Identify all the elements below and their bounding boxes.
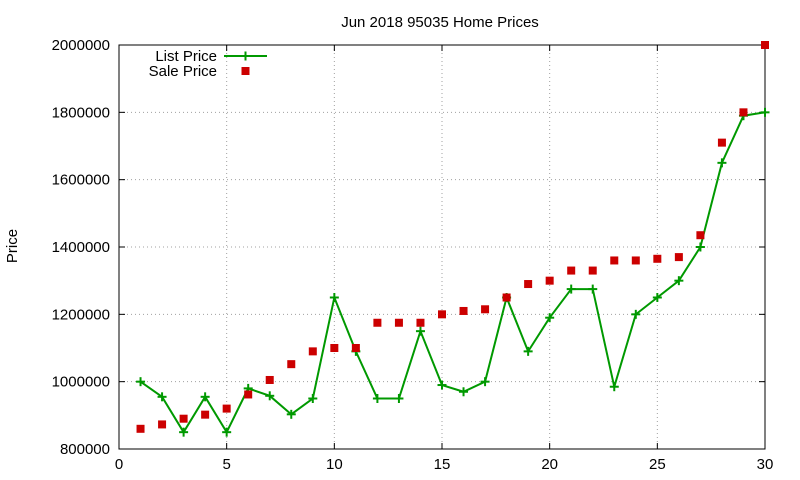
point-list-price bbox=[136, 377, 146, 387]
y-tick-label: 1400000 bbox=[52, 239, 110, 256]
x-tick-label: 15 bbox=[434, 456, 451, 473]
point-list-price bbox=[329, 293, 339, 302]
point-sale-price bbox=[222, 404, 231, 413]
x-tick-label: 5 bbox=[222, 456, 230, 473]
y-tick-label: 1000000 bbox=[52, 374, 110, 391]
point-sale-price bbox=[244, 390, 253, 399]
point-list-price bbox=[631, 309, 641, 319]
x-tick-labels: 0 5 10 15 20 25 30 bbox=[115, 456, 774, 473]
point-list-price bbox=[394, 394, 404, 403]
point-list-price bbox=[545, 313, 555, 323]
point-sale-price bbox=[696, 231, 705, 240]
y-tick-label: 800000 bbox=[60, 441, 110, 458]
point-sale-price bbox=[136, 424, 145, 433]
point-sale-price bbox=[653, 254, 662, 263]
point-sale-price bbox=[201, 410, 210, 419]
x-tick-label: 25 bbox=[649, 456, 666, 473]
point-list-price bbox=[157, 392, 167, 402]
point-list-price bbox=[566, 284, 576, 294]
point-sale-price bbox=[438, 310, 446, 319]
legend-swatch-sale-price bbox=[241, 67, 250, 75]
y-tick-label: 1800000 bbox=[52, 104, 110, 121]
legend-label-sale-price: Sale Price bbox=[149, 63, 217, 80]
x-tick-label: 10 bbox=[326, 456, 343, 473]
point-sale-price bbox=[459, 306, 468, 315]
point-list-price bbox=[308, 394, 318, 403]
point-sale-price bbox=[158, 420, 167, 429]
point-list-price bbox=[179, 427, 189, 437]
point-list-price bbox=[415, 326, 425, 336]
point-sale-price bbox=[179, 414, 188, 423]
legend: List Price Sale Price bbox=[149, 48, 267, 80]
point-list-price bbox=[437, 380, 447, 390]
point-list-price bbox=[480, 377, 490, 387]
point-sale-price bbox=[394, 318, 403, 327]
point-sale-price bbox=[524, 280, 533, 289]
legend-swatch-list-price bbox=[224, 51, 267, 61]
legend-label-list-price: List Price bbox=[155, 48, 217, 65]
point-list-price bbox=[674, 276, 684, 286]
point-sale-price bbox=[265, 375, 274, 384]
point-sale-price bbox=[717, 138, 726, 147]
series-layer bbox=[136, 41, 770, 437]
x-tick-label: 0 bbox=[115, 456, 123, 473]
point-sale-price bbox=[610, 256, 619, 265]
point-sale-price bbox=[287, 360, 296, 369]
y-axis-label: Price bbox=[4, 229, 21, 263]
point-sale-price bbox=[481, 305, 490, 314]
point-list-price bbox=[286, 409, 296, 419]
legend-marker bbox=[241, 51, 250, 61]
point-list-price bbox=[717, 158, 727, 168]
point-sale-price bbox=[588, 266, 597, 275]
y-tick-label: 1600000 bbox=[52, 172, 110, 189]
point-list-price bbox=[200, 392, 210, 402]
point-sale-price bbox=[674, 253, 683, 262]
y-tick-label: 1200000 bbox=[52, 306, 110, 323]
point-list-price bbox=[695, 242, 705, 252]
y-tick-labels: 800000 1000000 1200000 1400000 1600000 180000… bbox=[52, 37, 110, 458]
series-line-list-price bbox=[139, 111, 766, 435]
x-tick-label: 20 bbox=[541, 456, 558, 473]
point-list-price bbox=[222, 427, 232, 437]
point-sale-price bbox=[502, 293, 511, 302]
point-sale-price bbox=[330, 344, 339, 352]
point-sale-price bbox=[631, 256, 640, 265]
point-list-price bbox=[265, 391, 275, 401]
x-tick-label: 30 bbox=[757, 456, 774, 473]
point-list-price bbox=[588, 284, 598, 294]
point-sale-price bbox=[567, 266, 576, 275]
point-list-price bbox=[609, 382, 619, 392]
point-list-price bbox=[459, 387, 469, 397]
point-sale-price bbox=[308, 347, 317, 356]
point-sale-price bbox=[373, 318, 382, 327]
y-tick-label: 2000000 bbox=[52, 37, 110, 54]
point-sale-price bbox=[416, 318, 425, 327]
point-list-price bbox=[523, 346, 533, 356]
point-list-price bbox=[372, 394, 382, 403]
point-sale-price bbox=[545, 276, 554, 285]
point-sale-price bbox=[761, 41, 769, 49]
point-sale-price bbox=[351, 344, 360, 352]
point-list-price bbox=[760, 107, 770, 117]
point-sale-price bbox=[739, 108, 748, 117]
chart-title: Jun 2018 95035 Home Prices bbox=[341, 14, 539, 31]
point-list-price bbox=[652, 293, 662, 302]
legend-marker bbox=[241, 67, 250, 75]
